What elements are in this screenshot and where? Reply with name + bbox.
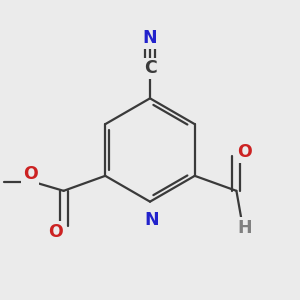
Text: O: O: [23, 165, 38, 183]
Text: H: H: [237, 218, 252, 236]
Text: O: O: [237, 143, 252, 161]
Text: O: O: [48, 223, 63, 241]
Text: N: N: [143, 29, 157, 47]
Text: C: C: [144, 59, 156, 77]
Text: N: N: [144, 211, 159, 229]
